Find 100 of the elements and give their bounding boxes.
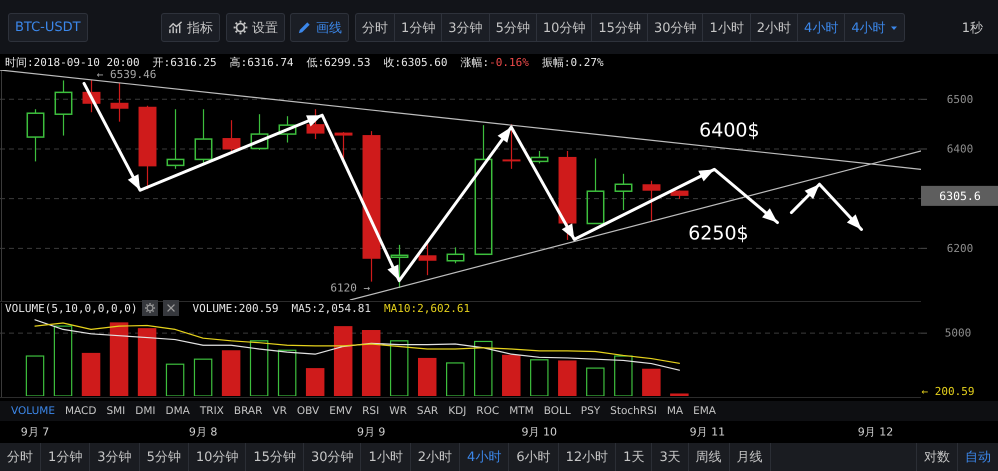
line-series [34, 322, 680, 364]
bar [82, 352, 100, 396]
annotation: VOLUME:200.59 [192, 302, 279, 314]
text: 1分钟 [48, 449, 82, 466]
text: MA10:2,602.61 [384, 302, 470, 314]
text: 1天 [623, 449, 644, 466]
text: 6小时 [516, 449, 551, 466]
text: 12小时 [566, 449, 608, 466]
bar [194, 358, 212, 396]
text: 画线 [316, 20, 342, 36]
text: VOLUME [11, 405, 55, 417]
text: BTC-USDT [15, 20, 81, 35]
text: 自动 [965, 449, 991, 466]
bar [558, 360, 577, 396]
bar [390, 340, 408, 396]
text: 振幅:0.27% [542, 55, 604, 70]
text: 3分钟 [448, 20, 483, 36]
text: MTM [509, 405, 534, 417]
text: KDJ [448, 405, 466, 417]
text: 月线 [736, 449, 763, 466]
text: 周线 [696, 449, 722, 466]
text: 5分钟 [146, 449, 181, 466]
y-tick-label: 6200 [946, 242, 974, 255]
line-series [34, 319, 680, 371]
text: PSY [580, 405, 600, 417]
text: MA [666, 405, 684, 417]
text: DMI [135, 405, 156, 417]
text: 15分钟 [598, 20, 641, 36]
text: 4小时 [851, 20, 886, 36]
annotation: 6120 → [330, 282, 370, 295]
text: EMV [329, 405, 352, 417]
bar [250, 340, 268, 396]
text: 涨幅:-0.16% [460, 56, 529, 69]
bar [306, 368, 324, 396]
bar [586, 368, 605, 396]
bar [418, 358, 436, 396]
text: MACD [64, 405, 96, 417]
text: SAR [416, 405, 438, 417]
x-tick-label: 9月 7 [20, 426, 50, 438]
y-tick-label: 6400 [946, 142, 974, 156]
bar [278, 350, 296, 396]
text: 高:6316.74 [230, 55, 294, 70]
x-tick-label: 9月 12 [858, 426, 894, 438]
bar [362, 330, 380, 396]
x-tick-label: 9月 9 [356, 426, 386, 438]
x-tick-label: 9月 8 [188, 426, 218, 438]
bar [614, 355, 633, 396]
text: 30分钟 [310, 449, 354, 466]
text: 4小时 [467, 449, 502, 466]
y-tick-label: 6500 [946, 92, 974, 106]
text: 10分钟 [542, 20, 586, 36]
text: 分时 [362, 20, 388, 36]
bar [26, 355, 44, 396]
x-tick-label: 9月 10 [522, 426, 558, 438]
text: 指标 [187, 20, 213, 36]
text: 2小时 [756, 20, 792, 36]
text: 1小时 [368, 449, 403, 466]
bar [138, 328, 156, 396]
text: 3天 [659, 449, 681, 466]
bar [166, 364, 184, 396]
y-tick-label: ← 200.59 [922, 384, 974, 398]
text: 低:6299.53 [306, 55, 371, 70]
bar [642, 368, 661, 396]
bar [222, 350, 240, 396]
text: DMA [166, 405, 190, 417]
text: WR [389, 405, 407, 417]
annotation: ← 6539.46 [96, 68, 156, 81]
text: BRAR [234, 405, 262, 417]
text: 30分钟 [654, 20, 696, 36]
text: 2小时 [418, 449, 452, 466]
text: 3分钟 [97, 449, 132, 466]
bar [530, 359, 549, 396]
y-tick-label: 5000 [944, 326, 972, 340]
text: BOLL [544, 405, 571, 417]
text: 开:6316.25 [152, 55, 217, 70]
bar [474, 340, 493, 396]
x-tick-label: 9月 11 [690, 426, 726, 438]
chart-title: VOLUME(5,10,0,0,0,0) [5, 302, 138, 314]
bar [334, 326, 352, 396]
text: SMI [106, 405, 126, 417]
text: 分时 [7, 449, 33, 466]
text: 设置 [252, 20, 278, 36]
text: 1小时 [709, 20, 744, 36]
text: EMA [693, 405, 716, 417]
bar [670, 393, 689, 396]
text: 4小时 [804, 20, 838, 36]
bar [502, 354, 521, 396]
bar [110, 322, 128, 396]
bar [54, 326, 72, 396]
text: OBV [296, 405, 320, 417]
bar [446, 362, 464, 396]
text: MA5:2,054.81 [292, 302, 372, 314]
text: TRIX [200, 405, 224, 417]
text: VR [272, 405, 287, 417]
text: ROC [476, 405, 500, 417]
y-tick-label: 6305.6 [939, 188, 981, 203]
text: 5分钟 [496, 20, 530, 36]
text: 收:6305.60 [384, 55, 448, 70]
text: 时间:2018-09-10 20:00 [5, 55, 140, 70]
text: 1分钟 [401, 20, 436, 36]
